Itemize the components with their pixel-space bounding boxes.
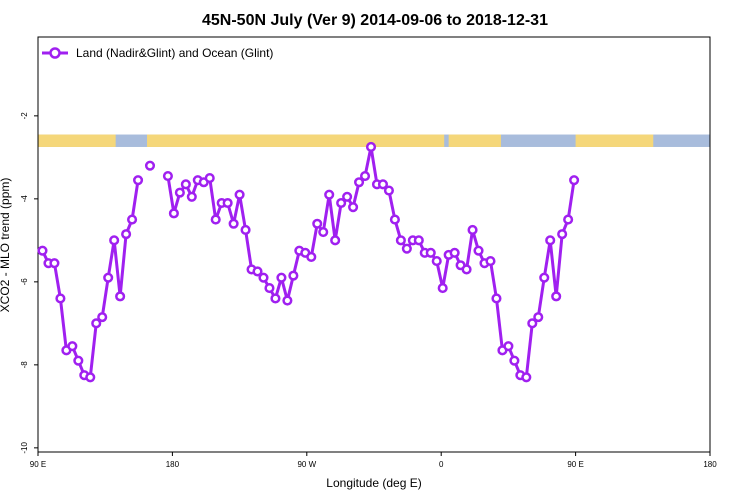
x-tick-label: 180 <box>703 460 717 469</box>
data-point <box>85 372 96 383</box>
y-tick-label: -8 <box>20 361 29 369</box>
plot-frame <box>37 36 711 453</box>
data-point <box>115 291 126 302</box>
data-point <box>395 235 406 246</box>
data-point <box>121 229 132 240</box>
data-point <box>109 235 120 246</box>
x-tick-label: 90 E <box>567 460 583 469</box>
data-point <box>503 341 514 352</box>
data-point <box>569 175 580 186</box>
data-point <box>365 141 377 153</box>
data-point <box>527 318 538 329</box>
data-point <box>539 272 550 283</box>
data-point <box>306 251 317 263</box>
x-axis: 90 E 180 90 W 0 90 E 180 <box>30 452 717 469</box>
data-point <box>186 191 197 202</box>
data-point <box>37 245 48 256</box>
land-ocean-strip <box>38 134 710 147</box>
x-tick-label: 90 W <box>297 460 316 469</box>
land-segment <box>448 134 501 147</box>
data-point <box>401 243 412 254</box>
data-point <box>222 197 233 209</box>
data-point <box>204 173 215 184</box>
y-axis-label: XCO2 - MLO trend (ppm) <box>0 178 12 313</box>
land-segment <box>147 134 445 147</box>
y-tick-label: -2 <box>20 112 29 120</box>
data-point <box>103 272 114 283</box>
data-point <box>383 185 394 196</box>
legend-label: Land (Nadir&Glint) and Ocean (Glint) <box>76 46 273 60</box>
data-point <box>473 245 484 256</box>
data-point <box>234 189 245 200</box>
data-point <box>276 272 287 283</box>
data-point <box>377 179 389 190</box>
land-segment <box>38 134 116 147</box>
x-tick-label: 180 <box>166 460 180 469</box>
data-point <box>545 235 556 246</box>
data-point <box>533 312 544 323</box>
series-line <box>166 145 576 379</box>
series-layer <box>37 141 580 383</box>
data-point <box>485 256 496 267</box>
data-point <box>144 160 156 171</box>
data-point <box>162 170 173 182</box>
x-tick-label: 0 <box>439 460 444 469</box>
data-point <box>330 235 341 246</box>
data-point <box>91 318 102 329</box>
data-point <box>210 214 221 225</box>
data-point <box>318 227 329 238</box>
data-point <box>509 355 520 366</box>
data-point <box>228 218 239 229</box>
data-point <box>491 293 502 304</box>
data-point <box>240 224 251 236</box>
data-point <box>342 191 353 202</box>
data-point <box>252 266 263 277</box>
data-point <box>282 295 293 306</box>
land-segment <box>575 134 654 147</box>
data-point <box>551 291 562 302</box>
y-tick-label: -6 <box>20 278 29 286</box>
data-point <box>312 218 323 229</box>
data-point <box>389 214 400 225</box>
data-point <box>348 202 359 213</box>
data-point <box>431 256 442 267</box>
data-point <box>97 312 108 323</box>
data-point <box>180 179 191 190</box>
data-point <box>359 170 371 182</box>
data-point <box>67 341 78 352</box>
data-point <box>461 264 472 275</box>
data-point <box>521 372 532 383</box>
y-tick-label: -4 <box>20 195 29 203</box>
x-axis-label: Longitude (deg E) <box>326 476 421 490</box>
data-point <box>168 208 179 219</box>
series-line <box>41 179 140 379</box>
data-point <box>437 283 448 294</box>
data-point <box>264 283 275 294</box>
data-point <box>270 293 281 304</box>
y-axis: -10 -8 -6 -4 -2 <box>20 112 38 454</box>
data-point <box>563 214 574 225</box>
data-point <box>354 177 365 188</box>
legend-marker-swatch <box>49 47 61 59</box>
data-point <box>49 258 60 269</box>
data-point <box>174 187 185 198</box>
y-tick-label: -10 <box>20 442 29 454</box>
data-point <box>557 229 568 240</box>
data-point <box>425 247 436 258</box>
data-point <box>55 293 66 304</box>
data-point <box>336 197 347 209</box>
legend: Land (Nadir&Glint) and Ocean (Glint) <box>42 46 273 60</box>
data-point <box>127 214 138 225</box>
data-point <box>449 247 460 258</box>
data-point <box>324 189 335 200</box>
data-point <box>413 235 424 246</box>
data-point <box>288 270 299 281</box>
data-point <box>467 224 478 236</box>
data-point <box>258 272 269 283</box>
chart-title: 45N-50N July (Ver 9) 2014-09-06 to 2018-… <box>202 12 548 29</box>
x-tick-label: 90 E <box>30 460 46 469</box>
data-point <box>73 355 84 366</box>
data-point <box>133 175 144 186</box>
